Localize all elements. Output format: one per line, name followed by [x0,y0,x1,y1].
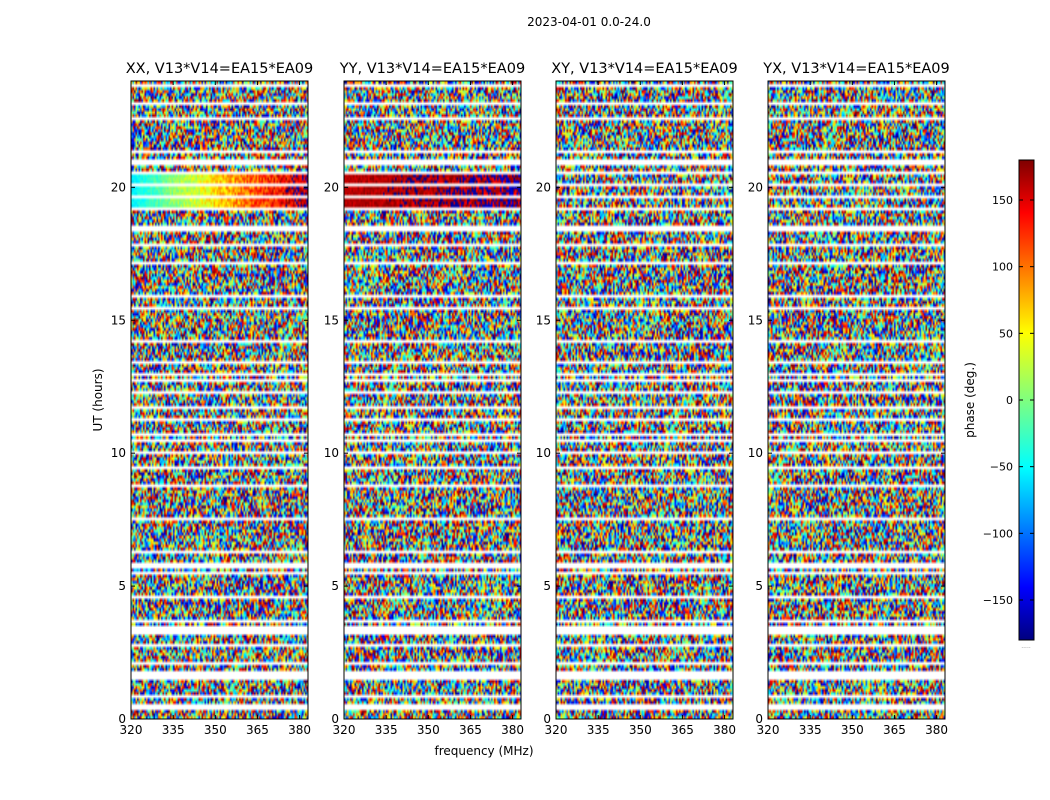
panel-4-title: YX, V13*V14=EA15*EA09 [762,61,949,77]
colorbar-label: phase (deg.) [963,362,977,438]
panel-1-heatmap [131,81,308,719]
panel-2-frame [343,80,522,720]
panel-2-title: YY, V13*V14=EA15*EA09 [339,61,525,77]
x-tick-label: 350 [841,723,864,737]
y-tick-label: 0 [543,712,551,726]
panel-2-heatmap [344,81,521,719]
x-tick-label: 335 [587,723,610,737]
y-tick-label: 15 [748,313,763,327]
x-tick-label: 350 [417,723,440,737]
panel-1-title: XX, V13*V14=EA15*EA09 [126,61,314,77]
x-tick-label: 320 [545,723,568,737]
y-tick-label: 10 [111,446,126,460]
colorbar-tick-label: −150 [983,594,1013,607]
y-tick-label: 15 [111,313,126,327]
panel-3-heatmap [556,81,733,719]
x-tick-label: 365 [246,723,269,737]
colorbar: −150 −100 −50 0 50 100 150 phase (deg.) ..... [963,159,1035,650]
x-tick-label: 335 [375,723,398,737]
x-tick-label: 380 [288,723,311,737]
panels: XX, V13*V14=EA15*EA09 320 335 350 365 380 0 5 10… [111,61,950,737]
panel-4: YX, V13*V14=EA15*EA09 320 335 350 365 380 0 5 10… [748,61,950,737]
panel-4-heatmap [768,81,945,719]
x-tick-label: 350 [204,723,227,737]
x-tick-label: 320 [120,723,143,737]
x-tick-label: 380 [713,723,736,737]
panel-4-frame [767,80,946,720]
colorbar-tick-label: −100 [983,527,1013,540]
panel-2: YY, V13*V14=EA15*EA09 320 335 350 365 380 0 5 10… [324,61,525,737]
x-tick-label: 335 [162,723,185,737]
x-tick-label: 320 [757,723,780,737]
y-tick-label: 20 [324,180,339,194]
x-tick-label: 365 [671,723,694,737]
y-tick-label: 0 [331,712,339,726]
y-tick-label: 10 [324,446,339,460]
panel-3-frame [555,80,734,720]
y-axis-label: UT (hours) [91,368,105,431]
y-tick-label: 0 [755,712,763,726]
x-tick-label: 350 [629,723,652,737]
colorbar-tick-label: 0 [1006,394,1013,407]
x-tick-label: 335 [799,723,822,737]
x-tick-label: 365 [883,723,906,737]
x-axis-label: frequency (MHz) [434,744,533,758]
y-tick-label: 10 [536,446,551,460]
panel-1: XX, V13*V14=EA15*EA09 320 335 350 365 380 0 5 10… [111,61,314,737]
x-tick-label: 380 [925,723,948,737]
y-tick-label: 10 [748,446,763,460]
panel-1-frame [130,80,309,720]
y-tick-label: 15 [536,313,551,327]
y-tick-label: 20 [111,180,126,194]
colorbar-footnote: ..... [1021,643,1031,650]
y-tick-label: 5 [331,579,339,593]
figure-suptitle: 2023-04-01 0.0-24.0 [527,15,651,29]
panel-3: XY, V13*V14=EA15*EA09 320 335 350 365 380 0 5 10… [536,61,738,737]
colorbar-ticks: −150 −100 −50 0 50 100 150 [983,194,1034,607]
colorbar-tick-label: −50 [990,461,1013,474]
x-tick-label: 380 [501,723,524,737]
y-tick-label: 5 [543,579,551,593]
colorbar-tick-label: 50 [999,327,1013,340]
y-tick-label: 15 [324,313,339,327]
y-tick-label: 20 [748,180,763,194]
x-tick-label: 320 [333,723,356,737]
y-tick-label: 20 [536,180,551,194]
x-tick-label: 365 [459,723,482,737]
panel-3-title: XY, V13*V14=EA15*EA09 [551,61,737,77]
y-tick-label: 5 [755,579,763,593]
colorbar-tick-label: 100 [992,261,1013,274]
colorbar-tick-label: 150 [992,194,1013,207]
y-tick-label: 5 [118,579,126,593]
y-tick-label: 0 [118,712,126,726]
